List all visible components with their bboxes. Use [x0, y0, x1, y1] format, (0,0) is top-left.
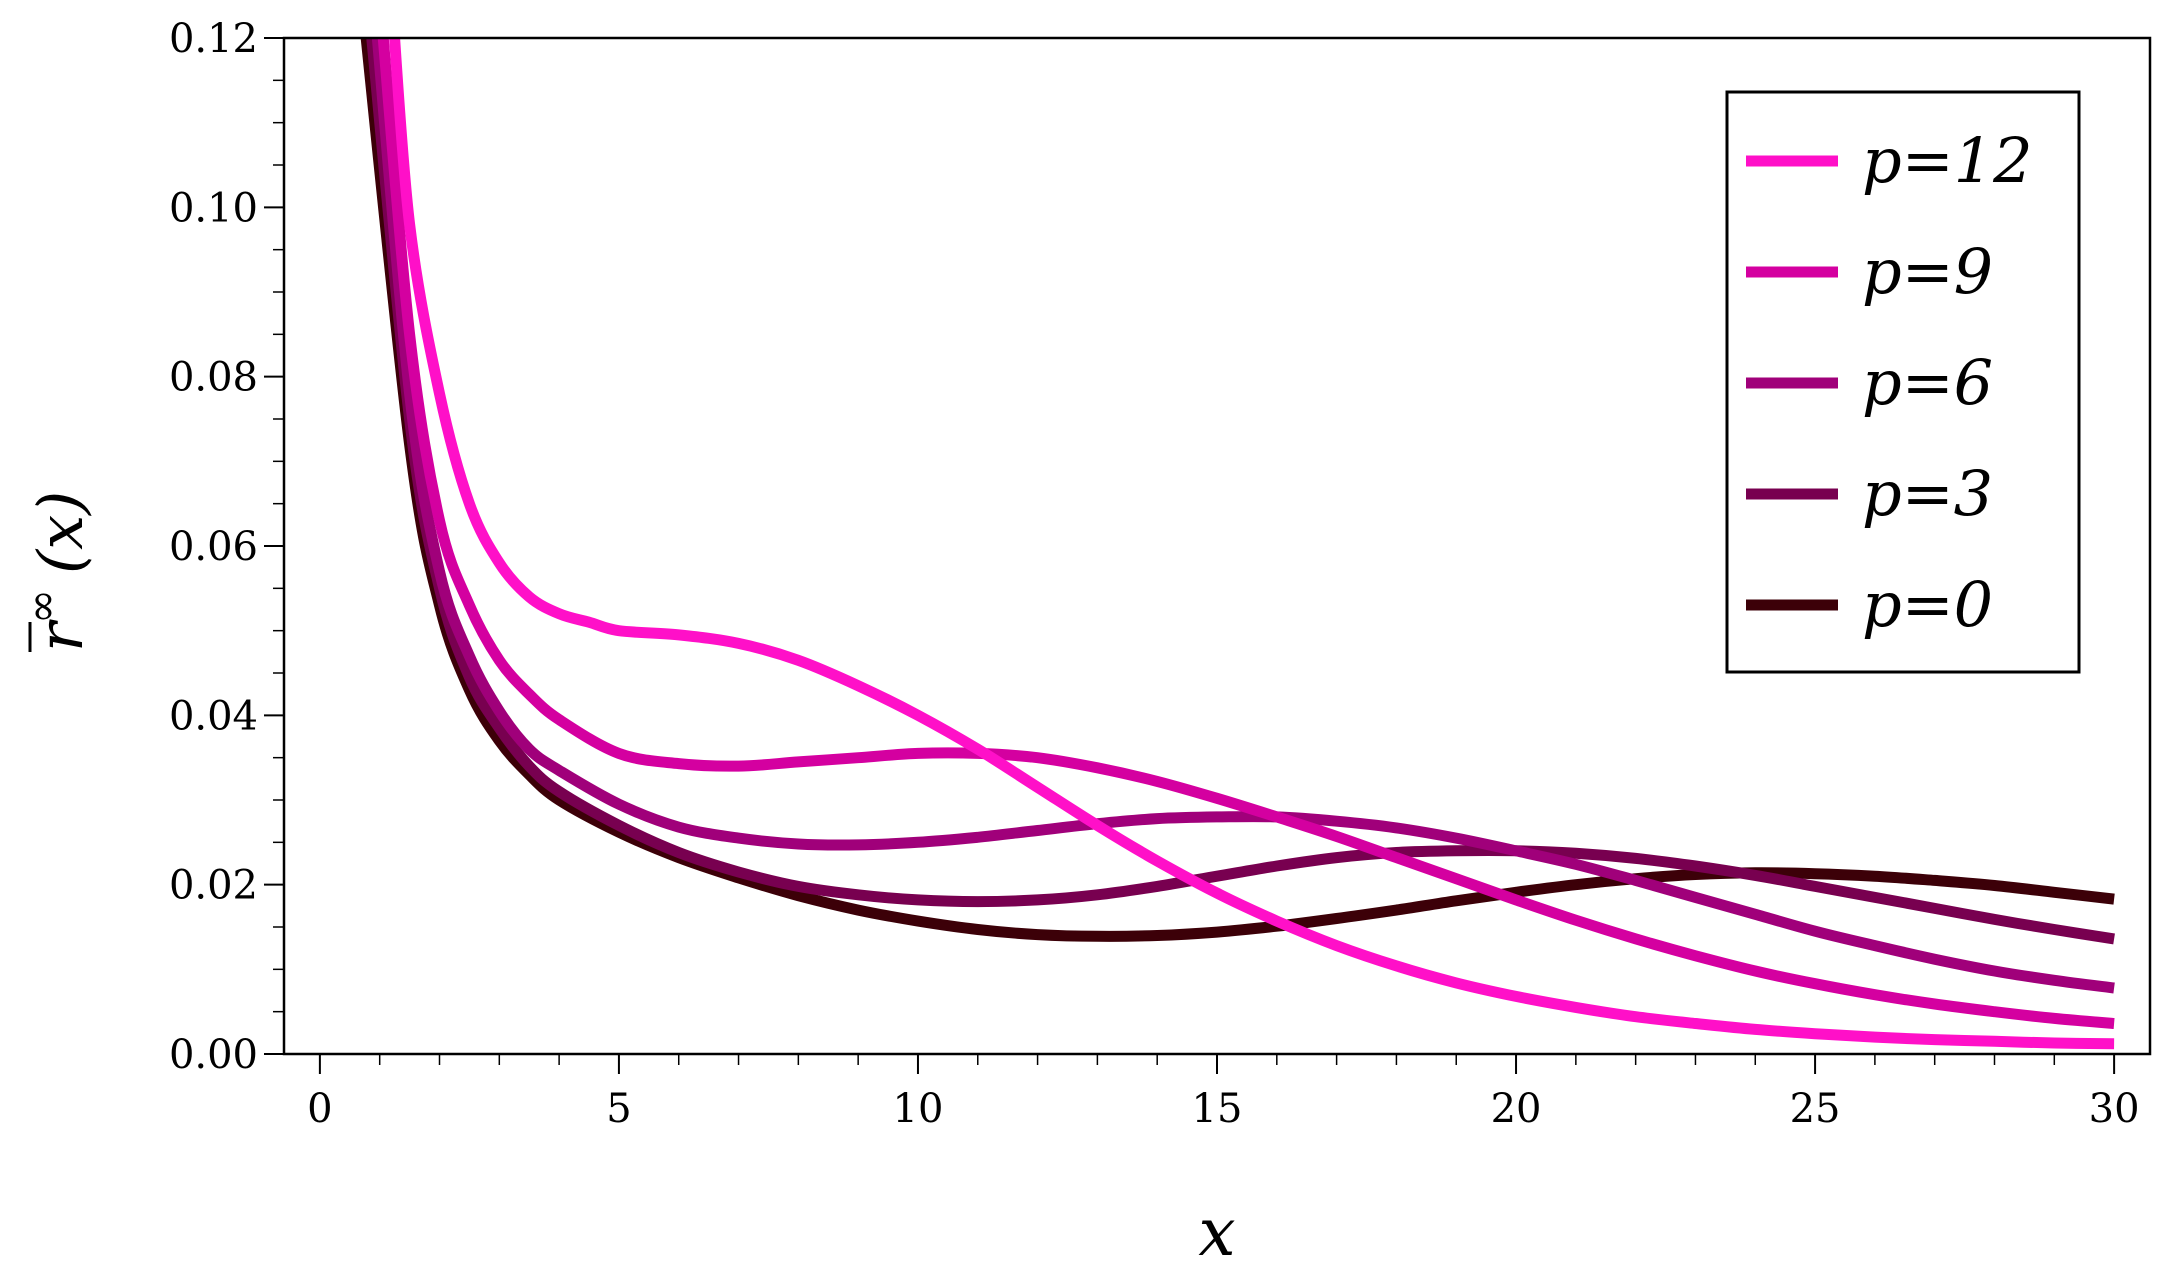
y-axis-ticks: 0.00 0.02 0.04 0.06 0.08 0.10 0.12	[169, 16, 284, 1078]
y-tick-label: 0.08	[169, 355, 258, 401]
x-axis-title: x	[1198, 1194, 1235, 1271]
y-axis-title-main: r	[24, 619, 97, 652]
legend-label: p=6	[1862, 346, 1993, 419]
x-tick-label: 0	[307, 1086, 332, 1132]
y-axis-title-argument: (x)	[24, 491, 97, 574]
y-tick-label: 0.02	[169, 863, 258, 909]
series-line-p-12	[389, 38, 2115, 1050]
y-tick-label: 0.00	[169, 1032, 258, 1078]
y-axis-title: r ∞ (x)	[17, 491, 97, 652]
x-axis-ticks: 0 5 10 15 20 25 30	[307, 1054, 2140, 1132]
y-tick-label: 0.10	[169, 185, 258, 231]
y-axis-title-superscript: ∞	[17, 589, 66, 624]
x-tick-label: 15	[1192, 1086, 1243, 1132]
series-line-p-3	[366, 38, 2115, 945]
x-tick-label: 20	[1491, 1086, 1542, 1132]
y-tick-label: 0.12	[169, 16, 258, 62]
y-tick-label: 0.04	[169, 693, 258, 739]
x-tick-label: 10	[893, 1086, 944, 1132]
x-tick-label: 30	[2089, 1086, 2140, 1132]
series-line-p-9	[377, 38, 2115, 1029]
legend-label: p=0	[1862, 568, 1993, 641]
y-tick-label: 0.06	[169, 524, 258, 570]
legend-label: p=3	[1862, 457, 1993, 530]
legend: p=12 p=9 p=6 p=3 p=0	[1725, 90, 2081, 674]
legend-label: p=12	[1862, 124, 2033, 197]
legend-label: p=9	[1862, 235, 1993, 308]
series-layer	[360, 38, 2115, 1050]
x-tick-label: 25	[1790, 1086, 1841, 1132]
x-tick-label: 5	[606, 1086, 631, 1132]
